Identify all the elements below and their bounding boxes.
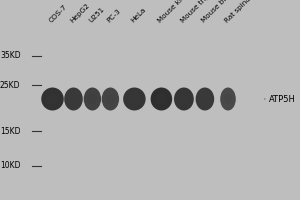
Text: 15KD: 15KD xyxy=(0,127,20,136)
Ellipse shape xyxy=(41,88,64,110)
Ellipse shape xyxy=(88,94,97,104)
Ellipse shape xyxy=(102,88,119,110)
Ellipse shape xyxy=(196,88,214,110)
Ellipse shape xyxy=(84,88,101,110)
Text: Mouse thymus: Mouse thymus xyxy=(180,0,221,24)
Ellipse shape xyxy=(224,94,232,104)
Text: U251: U251 xyxy=(88,6,106,24)
Text: 10KD: 10KD xyxy=(0,162,20,170)
Text: ATP5H: ATP5H xyxy=(268,95,296,104)
Text: Rat spinal cord: Rat spinal cord xyxy=(224,0,266,24)
Ellipse shape xyxy=(46,94,59,104)
Ellipse shape xyxy=(155,94,167,104)
Ellipse shape xyxy=(220,88,236,110)
Ellipse shape xyxy=(68,94,79,104)
Text: HepG2: HepG2 xyxy=(69,2,91,24)
Ellipse shape xyxy=(128,94,141,104)
Text: COS-7: COS-7 xyxy=(48,4,68,24)
Ellipse shape xyxy=(174,88,194,110)
Ellipse shape xyxy=(123,88,146,110)
Text: 35KD: 35KD xyxy=(0,51,21,60)
Text: Mouse brain: Mouse brain xyxy=(201,0,236,24)
Text: Mouse kidney: Mouse kidney xyxy=(157,0,197,24)
Text: HeLa: HeLa xyxy=(130,7,147,24)
Ellipse shape xyxy=(178,94,189,104)
Ellipse shape xyxy=(106,94,115,104)
Ellipse shape xyxy=(200,94,210,104)
Text: 25KD: 25KD xyxy=(0,81,20,90)
Ellipse shape xyxy=(151,88,172,110)
Ellipse shape xyxy=(64,88,83,110)
Text: PC-3: PC-3 xyxy=(106,8,122,24)
